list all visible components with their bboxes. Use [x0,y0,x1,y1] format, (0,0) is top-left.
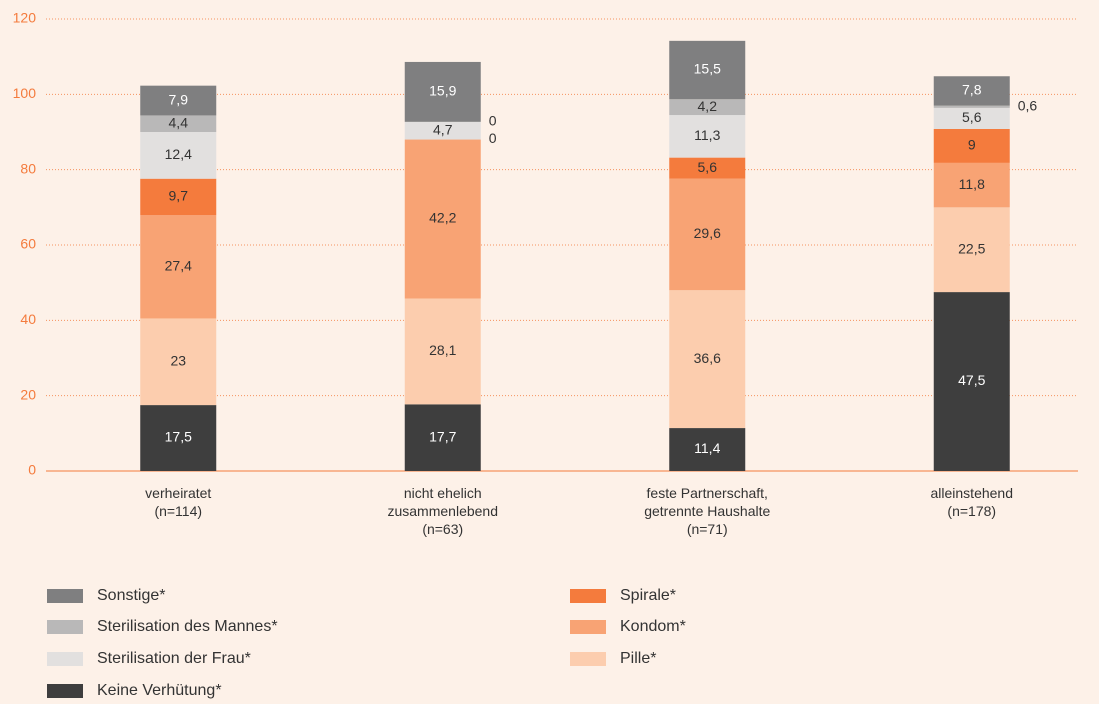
legend-label: Sterilisation des Mannes* [97,618,278,635]
bar-segment [669,157,746,179]
bar-segment [140,132,217,179]
legend-swatch [570,652,606,666]
value-label: 29,6 [694,225,721,241]
y-tick-label: 20 [20,386,36,402]
bar-segment [140,215,217,319]
y-tick-label: 60 [20,236,36,252]
value-label: 15,5 [694,61,721,77]
value-label: 12,4 [165,146,192,162]
y-tick-label: 80 [20,160,36,176]
value-label: 17,5 [165,429,192,445]
value-label: 47,5 [958,372,985,388]
value-label: 9,7 [169,188,189,204]
legend-swatch [47,620,83,634]
value-label: 11,8 [959,176,985,192]
legend-swatch [47,652,83,666]
value-label: 0,6 [1018,97,1038,113]
bar-segment [669,290,746,429]
value-label: 36,6 [694,350,721,366]
y-tick-label: 100 [13,85,37,101]
bar-segment [140,85,217,116]
value-label: 5,6 [698,159,718,175]
legend-swatch [570,589,606,603]
legend-label: Sonstige* [97,587,166,604]
bar-segment [669,178,746,291]
value-label: 22,5 [958,240,985,256]
value-label: 11,3 [694,127,720,143]
value-label: 9 [968,137,976,153]
bar-segment [933,107,1010,129]
bar-segment [933,162,1010,208]
legend-label: Kondom* [620,618,686,635]
x-tick-label: nicht ehelich zusammenlebend (n=63) [387,485,498,537]
value-label: 27,4 [165,258,192,274]
value-label: 7,9 [169,91,189,107]
bar-segment [404,298,481,405]
value-label: 28,1 [429,342,456,358]
bar-segment [933,207,1010,293]
bar-segment [404,404,481,471]
bar-segment [140,178,217,216]
value-label: 0 [489,113,497,129]
bar-segment [933,105,1010,108]
bar-segment [669,428,746,471]
y-tick-label: 0 [28,462,36,478]
value-label: 17,7 [429,428,456,444]
value-label: 4,7 [433,121,453,137]
legend-label: Spirale* [620,587,676,604]
legend-label: Pille* [620,650,656,667]
value-label: 4,2 [698,98,718,114]
bar-segment [140,318,217,406]
x-tick-label: feste Partnerschaft, getrennte Haushalte… [644,485,771,537]
value-label: 42,2 [429,210,456,226]
legend-swatch [570,620,606,634]
bar-segment [669,40,746,100]
legend-label: Sterilisation der Frau* [97,650,251,667]
bar-segment [933,76,1010,106]
y-tick-label: 120 [13,10,37,26]
value-label: 11,4 [694,440,720,456]
value-label: 23 [170,352,186,368]
legend-swatch [47,684,83,698]
legend-swatch [47,589,83,603]
y-tick-label: 40 [20,311,36,327]
value-label: 5,6 [962,109,982,125]
bar-segment [404,61,481,122]
bar-segment [933,128,1010,163]
bar-segment [404,121,481,140]
bar-segment [140,405,217,471]
legend-label: Keine Verhütung* [97,682,222,699]
value-label: 7,8 [962,82,982,98]
bar-segment [933,292,1010,471]
bar-segment [669,115,746,158]
bar-segment [404,139,481,299]
value-label: 15,9 [429,83,456,99]
value-label: 0 [489,130,497,146]
value-label: 4,4 [169,114,189,130]
x-tick-label: verheiratet (n=114) [145,485,212,519]
x-tick-label: alleinstehend (n=178) [930,485,1013,519]
bar-segment [669,99,746,116]
bar-segment [140,115,217,132]
